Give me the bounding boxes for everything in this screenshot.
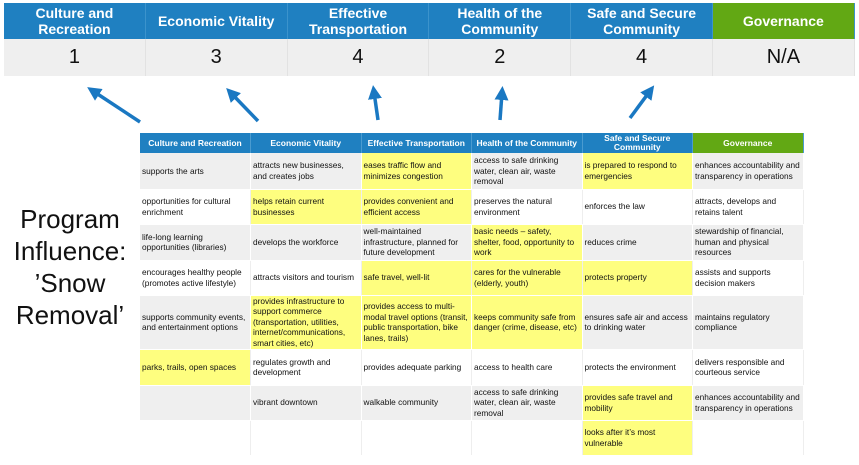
table-cell: vibrant downtown: [250, 385, 362, 421]
table-cell: assists and supports decision makers: [692, 260, 804, 296]
table-cell: eases traffic flow and minimizes congest…: [361, 153, 472, 190]
table-row: life-long learning opportunities (librar…: [140, 224, 804, 261]
criteria-table: Culture and Recreation Economic Vitality E…: [140, 133, 804, 456]
table-cell: [140, 385, 251, 421]
table-cell: opportunities for cultural enrichment: [140, 189, 251, 225]
table-cell: parks, trails, open spaces: [140, 349, 251, 386]
table-cell: provides adequate parking: [361, 349, 472, 386]
banner-header: Culture and Recreation: [4, 3, 146, 39]
influence-line: ’Snow: [34, 268, 106, 298]
column-header: Effective Transportation: [361, 133, 472, 153]
influence-line: Removal’: [15, 300, 125, 330]
table-cell: maintains regulatory compliance: [692, 295, 804, 350]
table-cell: enforces the law: [582, 189, 693, 225]
table-cell: reduces crime: [582, 224, 693, 261]
table-row: looks after it’s most vulnerable: [140, 420, 804, 456]
score-banner: Culture and Recreation Economic Vitality E…: [4, 3, 855, 76]
banner-score: N/A: [712, 39, 855, 76]
influence-line: Program: [20, 204, 120, 234]
arrow-icon: [368, 85, 382, 121]
arrow-icon: [494, 86, 509, 121]
banner-score: 1: [4, 39, 146, 76]
banner-score: 2: [429, 39, 572, 76]
table-cell: [692, 420, 804, 456]
table-cell: attracts new businesses, and creates job…: [250, 153, 362, 190]
table-cell: supports community events, and entertain…: [140, 295, 251, 350]
table-cell: protects property: [582, 260, 693, 296]
arrow-icon: [226, 87, 260, 123]
table-cell: provides convenient and efficient access: [361, 189, 472, 225]
table-row: parks, trails, open spaces regulates grow…: [140, 349, 804, 386]
table-cell: protects the environment: [582, 349, 693, 386]
column-header: Culture and Recreation: [140, 133, 251, 153]
table-cell: regulates growth and development: [250, 349, 362, 386]
table-cell: well-maintained infrastructure, planned …: [361, 224, 472, 261]
table-cell: preserves the natural environment: [471, 189, 583, 225]
table-cell: basic needs – safety, shelter, food, opp…: [471, 224, 583, 261]
influence-line: Influence:: [13, 236, 127, 266]
table-cell: keeps community safe from danger (crime,…: [471, 295, 583, 350]
banner-header: Effective Transportation: [287, 3, 430, 39]
table-cell: helps retain current businesses: [250, 189, 362, 225]
table-cell: attracts visitors and tourism: [250, 260, 362, 296]
table-cell: [250, 420, 362, 456]
arrow-icon: [87, 87, 141, 124]
table-cell: cares for the vulnerable (elderly, youth…: [471, 260, 583, 296]
table-cell: attracts, develops and retains talent: [692, 189, 804, 225]
table-cell: [471, 420, 583, 456]
arrows: [87, 85, 655, 124]
program-influence-label: Program Influence: ’Snow Removal’: [0, 203, 140, 331]
table-cell: life-long learning opportunities (librar…: [140, 224, 251, 261]
table-cell: enhances accountability and transparency…: [692, 385, 804, 421]
table-cell: supports the arts: [140, 153, 251, 190]
table-cell: provides safe travel and mobility: [582, 385, 693, 421]
column-header: Health of the Community: [471, 133, 583, 153]
table-cell: access to safe drinking water, clean air…: [471, 385, 583, 421]
table-cell: [361, 420, 472, 456]
table-cell: access to health care: [471, 349, 583, 386]
banner-score: 4: [287, 39, 430, 76]
table-row: vibrant downtown walkable community access…: [140, 385, 804, 421]
banner-score: 4: [571, 39, 713, 76]
table-cell: enhances accountability and transparency…: [692, 153, 804, 190]
table-cell: access to safe drinking water, clean air…: [471, 153, 583, 190]
column-header: Economic Vitality: [250, 133, 362, 153]
table-row: supports the arts attracts new businesses…: [140, 153, 804, 190]
banner-header: Economic Vitality: [145, 3, 288, 39]
table-cell: stewardship of financial, human and phys…: [692, 224, 804, 261]
banner-header: Governance: [712, 3, 855, 39]
table-cell: safe travel, well-lit: [361, 260, 472, 296]
table-row: opportunities for cultural enrichment hel…: [140, 189, 804, 225]
table-cell: provides infrastructure to support comme…: [250, 295, 362, 350]
banner-score: 3: [145, 39, 288, 76]
column-header: Safe and Secure Community: [582, 133, 693, 153]
banner-header: Health of the Community: [429, 3, 572, 39]
table-cell: develops the workforce: [250, 224, 362, 261]
table-cell: delivers responsible and courteous servi…: [692, 349, 804, 386]
table-cell: is prepared to respond to emergencies: [582, 153, 693, 190]
column-header: Governance: [692, 133, 804, 153]
table-cell: ensures safe air and access to drinking …: [582, 295, 693, 350]
table-cell: provides access to multi-modal travel op…: [361, 295, 472, 350]
table-cell: walkable community: [361, 385, 472, 421]
table-cell: encourages healthy people (promotes acti…: [140, 260, 251, 296]
table-row: encourages healthy people (promotes acti…: [140, 260, 804, 296]
table-row: supports community events, and entertain…: [140, 295, 804, 350]
table-cell: looks after it’s most vulnerable: [582, 420, 693, 456]
banner-header: Safe and Secure Community: [571, 3, 713, 39]
table-cell: [140, 420, 251, 456]
arrow-icon: [628, 85, 655, 120]
